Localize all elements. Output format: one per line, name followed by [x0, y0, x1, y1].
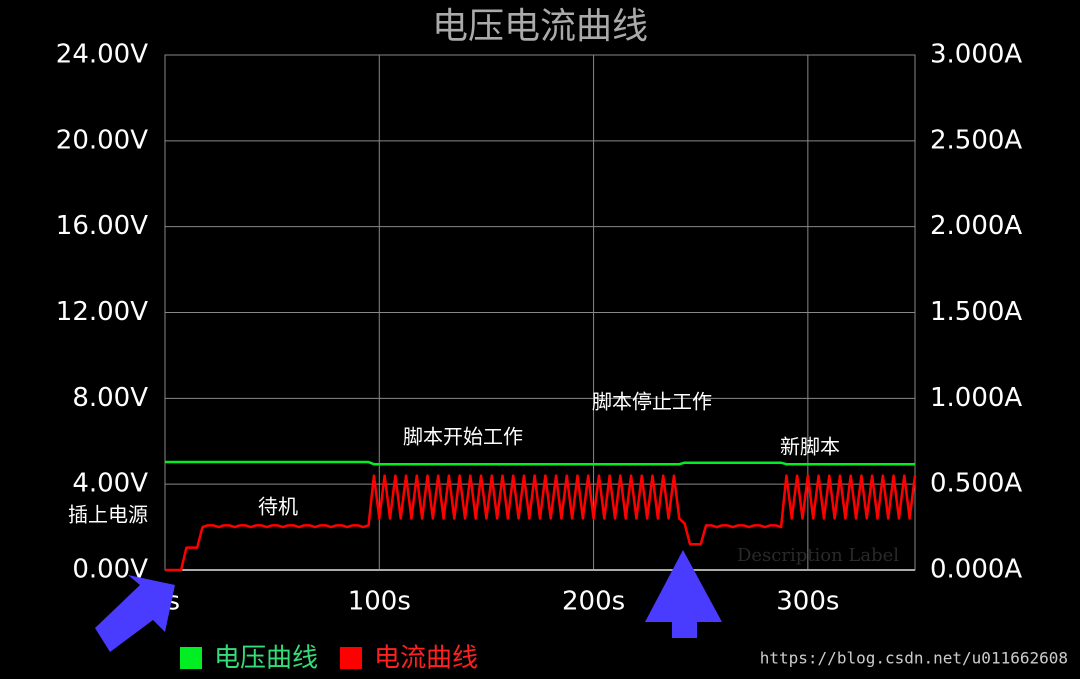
annotation: 插上电源	[68, 503, 148, 527]
legend-label: 电压曲线	[214, 644, 318, 674]
annotation: 脚本停止工作	[592, 390, 712, 414]
annotation: 脚本开始工作	[403, 425, 523, 449]
y-tick-label: 4.00V	[72, 469, 148, 499]
y2-tick-label: 3.000A	[930, 40, 1022, 70]
y2-tick-label: 2.500A	[930, 125, 1022, 155]
x-tick-label: 200s	[562, 587, 625, 617]
annotation: 待机	[258, 495, 298, 519]
x-tick-label: 100s	[348, 587, 411, 617]
y2-tick-label: 1.000A	[930, 383, 1022, 413]
y-tick-label: 24.00V	[56, 40, 148, 70]
legend-swatch	[180, 647, 202, 669]
y2-tick-label: 2.000A	[930, 211, 1022, 241]
arrow	[645, 550, 722, 638]
series-line	[165, 474, 917, 572]
legend-label: 电流曲线	[374, 644, 478, 674]
y-tick-label: 20.00V	[56, 125, 148, 155]
watermark: https://blog.csdn.net/u011662608	[760, 649, 1068, 668]
x-tick-label: 300s	[776, 587, 839, 617]
y2-tick-label: 0.500A	[930, 469, 1022, 499]
annotation: Description Label	[737, 545, 899, 566]
chart-title: 电压电流曲线	[432, 6, 648, 47]
series-line	[165, 460, 915, 466]
annotation: 新脚本	[780, 435, 840, 459]
y2-tick-label: 0.000A	[930, 555, 1022, 585]
y-tick-label: 12.00V	[56, 297, 148, 327]
y-tick-label: 16.00V	[56, 211, 148, 241]
legend-swatch	[340, 647, 363, 669]
y-tick-label: 8.00V	[72, 383, 148, 413]
arrow	[95, 575, 175, 652]
y2-tick-label: 1.500A	[930, 297, 1022, 327]
